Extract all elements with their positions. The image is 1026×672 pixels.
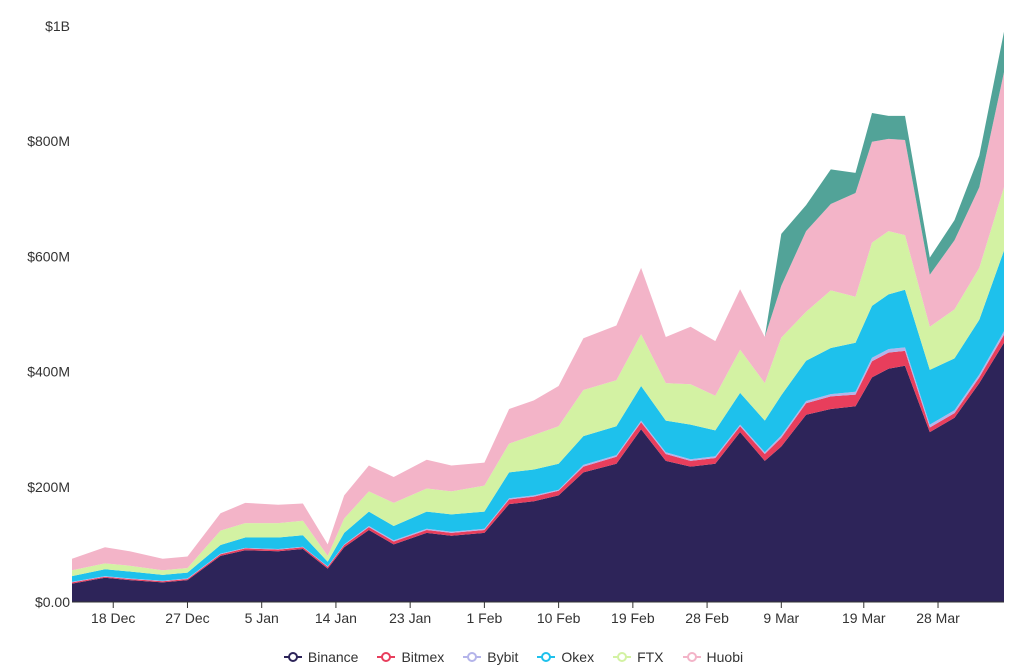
legend-marker-icon bbox=[376, 651, 396, 663]
legend-label: Okex bbox=[561, 649, 595, 665]
legend-label: FTX bbox=[637, 649, 664, 665]
legend-item-bitmex[interactable]: Bitmex bbox=[376, 649, 444, 665]
x-tick-label: 18 Dec bbox=[91, 610, 135, 626]
y-tick-label: $1B bbox=[45, 18, 70, 34]
area-series-group bbox=[72, 31, 1004, 602]
chart-legend: Binance Bitmex Bybit Okex FTX Huobi bbox=[0, 645, 1026, 669]
x-tick-label: 19 Feb bbox=[611, 610, 655, 626]
legend-label: Binance bbox=[307, 649, 359, 665]
legend-item-bybit[interactable]: Bybit bbox=[462, 649, 518, 665]
y-axis: $0.00 $200M $400M $600M $800M $1B bbox=[27, 18, 70, 610]
legend-label: Huobi bbox=[706, 649, 744, 665]
x-tick-label: 5 Jan bbox=[245, 610, 279, 626]
legend-marker-icon bbox=[682, 651, 702, 663]
y-tick-label: $600M bbox=[27, 248, 70, 264]
legend-item-binance[interactable]: Binance bbox=[283, 649, 359, 665]
x-tick-label: 19 Mar bbox=[842, 610, 886, 626]
legend-item-huobi[interactable]: Huobi bbox=[682, 649, 744, 665]
stacked-area-chart: $0.00 $200M $400M $600M $800M $1B 18 Dec 27 De… bbox=[27, 18, 1004, 626]
area-series-binance bbox=[72, 342, 1004, 602]
y-tick-label: $800M bbox=[27, 133, 70, 149]
legend-marker-icon bbox=[462, 651, 482, 663]
x-tick-label: 28 Feb bbox=[685, 610, 729, 626]
legend-item-ftx[interactable]: FTX bbox=[612, 649, 664, 665]
x-tick-label: 27 Dec bbox=[165, 610, 209, 626]
y-tick-label: $0.00 bbox=[35, 594, 70, 610]
x-tick-label: 9 Mar bbox=[763, 610, 799, 626]
x-axis: 18 Dec 27 Dec 5 Jan 14 Jan 23 Jan 1 Feb 10 Feb… bbox=[91, 602, 960, 626]
x-tick-label: 10 Feb bbox=[537, 610, 581, 626]
x-tick-label: 28 Mar bbox=[916, 610, 960, 626]
y-tick-label: $400M bbox=[27, 364, 70, 380]
x-tick-label: 23 Jan bbox=[389, 610, 431, 626]
legend-marker-icon bbox=[536, 651, 556, 663]
legend-marker-icon bbox=[612, 651, 632, 663]
legend-label: Bybit bbox=[487, 649, 519, 665]
legend-item-okex[interactable]: Okex bbox=[536, 649, 594, 665]
legend-label: Bitmex bbox=[401, 649, 445, 665]
y-tick-label: $200M bbox=[27, 479, 70, 495]
legend-marker-icon bbox=[283, 651, 303, 663]
x-tick-label: 1 Feb bbox=[466, 610, 502, 626]
x-tick-label: 14 Jan bbox=[315, 610, 357, 626]
